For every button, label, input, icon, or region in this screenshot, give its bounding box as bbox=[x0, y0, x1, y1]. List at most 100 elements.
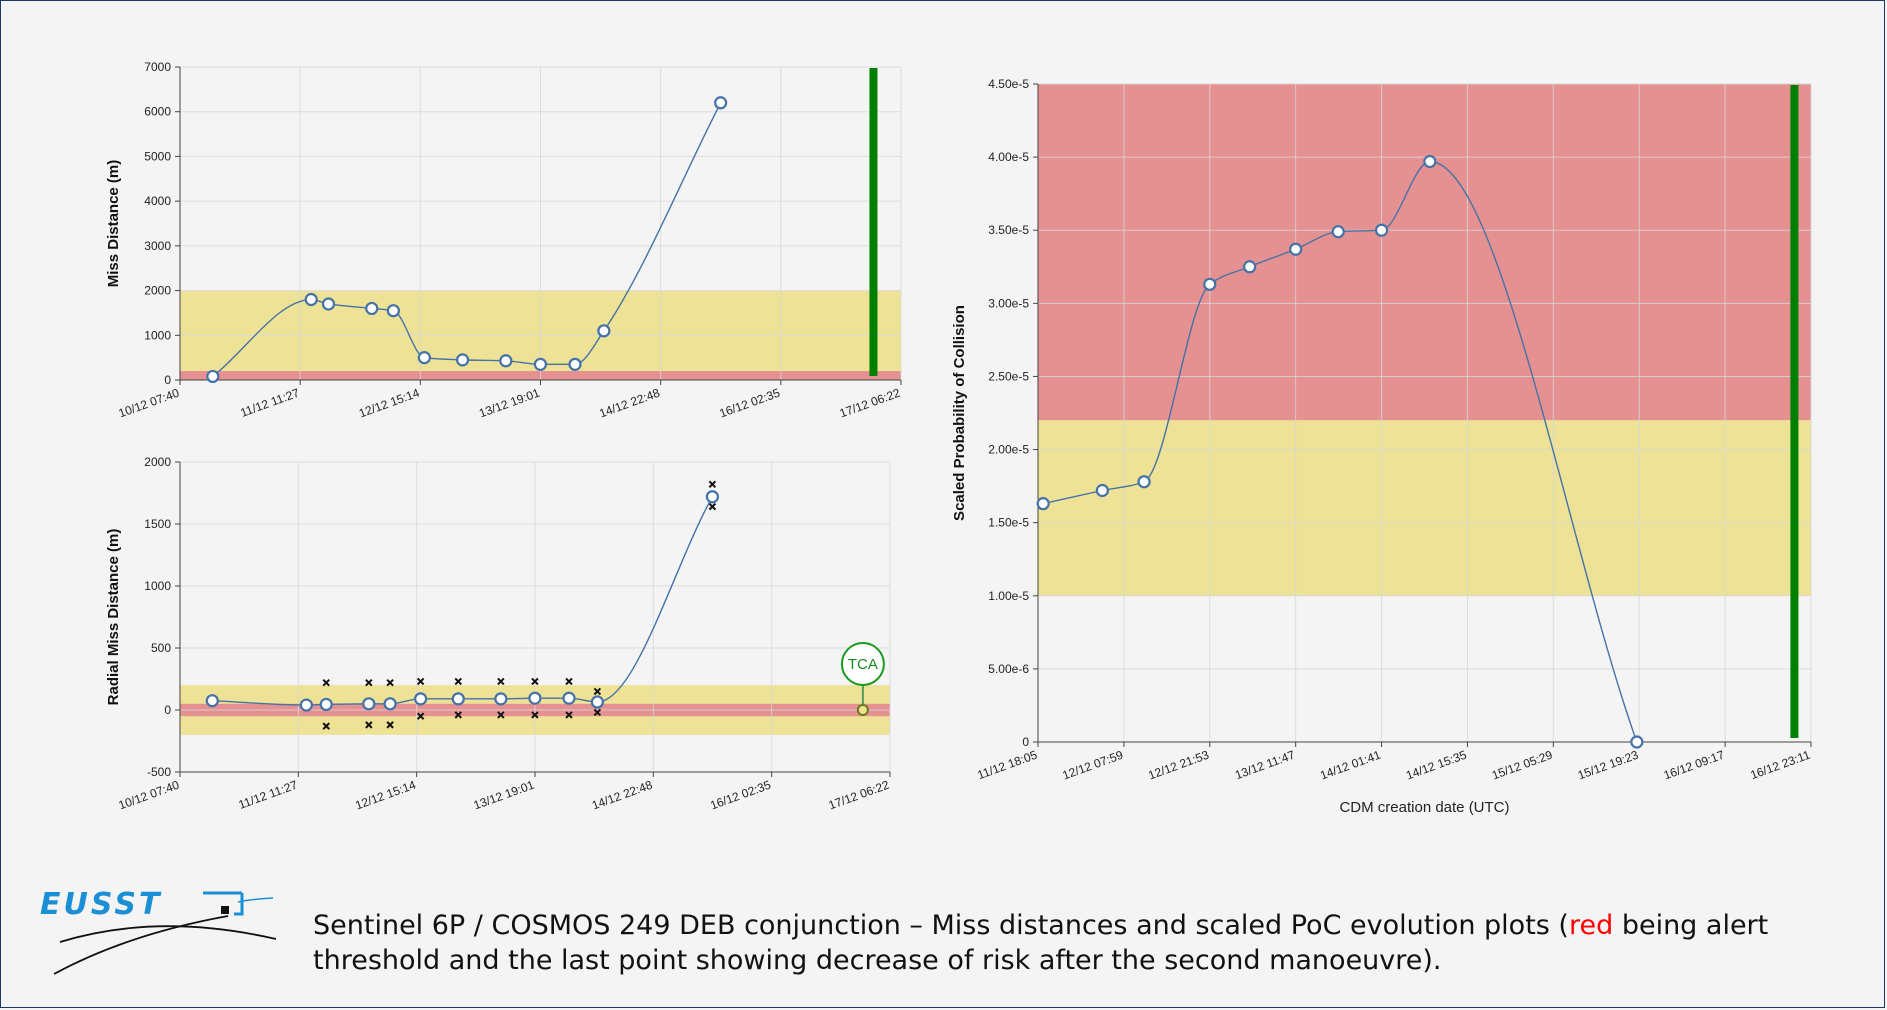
radial-error-marker-stroke bbox=[365, 679, 373, 687]
radial-error-marker bbox=[565, 677, 573, 686]
radial-error-marker-stroke bbox=[454, 677, 462, 686]
miss-data-point bbox=[206, 369, 220, 384]
miss-x-tick-label: 10/12 07:40 bbox=[117, 386, 182, 421]
poc-y-tick-label: 0 bbox=[1022, 735, 1029, 749]
miss-plot: 0 1000 2000 3000 4000 5000 6000 7000 10/12 07:40… bbox=[105, 60, 902, 421]
miss-y-tick-label: 7000 bbox=[144, 60, 171, 74]
radial-data-point bbox=[362, 697, 376, 711]
poc-x-tick-label: 16/12 23:11 bbox=[1748, 748, 1812, 783]
radial-y-axis-title: Radial Miss Distance (m) bbox=[105, 529, 122, 706]
poc-x-tick-label: 16/12 09:17 bbox=[1662, 748, 1727, 783]
radial-error-marker bbox=[322, 722, 330, 730]
miss-data-point bbox=[499, 354, 513, 368]
radial-error-marker-stroke bbox=[322, 722, 330, 730]
poc-data-point bbox=[1423, 154, 1437, 169]
poc-y-tick-label: 4.50e-5 bbox=[988, 77, 1029, 91]
radial-error-marker-stroke bbox=[365, 721, 373, 729]
radial-error-marker-stroke bbox=[497, 711, 505, 719]
radial-data-point bbox=[319, 697, 333, 712]
poc-y-tick-label: 3.50e-5 bbox=[988, 223, 1029, 237]
radial-x-tick-label: 17/12 06:22 bbox=[827, 778, 892, 813]
caption-text-2: being alert threshold and the last point… bbox=[313, 910, 1769, 976]
radial-y-tick-label: 500 bbox=[151, 641, 171, 655]
caption-text-1: Sentinel 6P / COSMOS 249 DEB conjunction… bbox=[313, 910, 1569, 941]
poc-data-point bbox=[1203, 277, 1217, 291]
poc-data-point bbox=[1374, 223, 1389, 237]
radial-error-marker bbox=[454, 677, 462, 686]
poc-y-tick-label: 4.00e-5 bbox=[988, 150, 1029, 164]
radial-data-point bbox=[414, 692, 428, 706]
radial-error-marker-stroke bbox=[593, 687, 602, 696]
miss-data-point bbox=[533, 357, 548, 371]
caption-red-word: red bbox=[1568, 910, 1614, 941]
radial-error-marker-stroke bbox=[531, 677, 539, 686]
radial-error-marker-stroke bbox=[708, 502, 717, 511]
miss-data-point bbox=[455, 353, 470, 367]
poc-y-axis-title: Scaled Probability of Collision bbox=[951, 305, 968, 521]
poc-data-point bbox=[1243, 260, 1257, 274]
radial-tca-label: TCA bbox=[848, 656, 878, 673]
radial-x-tick-label: 12/12 15:14 bbox=[353, 778, 418, 813]
radial-x-tick-label: 13/12 19:01 bbox=[472, 778, 537, 813]
poc-data-point bbox=[1137, 475, 1151, 489]
poc-threshold-band bbox=[1038, 420, 1811, 596]
miss-y-axis-title: Miss Distance (m) bbox=[105, 160, 122, 288]
poc-y-tick-label: 3.00e-5 bbox=[988, 296, 1029, 310]
radial-error-marker-stroke bbox=[322, 679, 330, 687]
radial-data-point bbox=[528, 691, 542, 705]
radial-error-marker bbox=[593, 708, 602, 717]
miss-data-point bbox=[321, 297, 336, 311]
miss-y-tick-label: 4000 bbox=[144, 194, 171, 208]
poc-x-tick-label: 11/12 18:05 bbox=[975, 748, 1039, 783]
radial-error-marker-stroke bbox=[565, 711, 573, 719]
radial-data-point bbox=[494, 692, 508, 706]
miss-y-tick-label: 0 bbox=[164, 373, 171, 387]
radial-data-point bbox=[383, 697, 397, 711]
radial-y-tick-label: -500 bbox=[147, 765, 171, 779]
poc-x-tick-label: 14/12 15:35 bbox=[1404, 748, 1469, 783]
radial-error-marker bbox=[497, 711, 505, 719]
radial-y-tick-label: 1500 bbox=[144, 517, 171, 531]
radial-x-tick-label: 10/12 07:40 bbox=[117, 778, 182, 813]
radial-error-marker bbox=[322, 679, 330, 687]
poc-data-point bbox=[1036, 497, 1050, 511]
radial-error-marker-stroke bbox=[416, 677, 425, 686]
poc-y-tick-label: 2.50e-5 bbox=[988, 369, 1029, 383]
radial-tca-bubble bbox=[840, 642, 885, 686]
radial-y-tick-label: 2000 bbox=[144, 455, 171, 469]
radial-x-tick-label: 16/12 02:35 bbox=[708, 778, 773, 813]
radial-data-point bbox=[299, 698, 313, 712]
eusst-logo-text: EUSST bbox=[40, 887, 162, 922]
poc-plot: 0 5.00e-6 1.00e-5 1.50e-5 2.00e-5 2.50e-5 3.00… bbox=[951, 77, 1812, 816]
miss-data-point bbox=[417, 351, 431, 365]
miss-y-tick-label: 2000 bbox=[144, 284, 171, 298]
miss-data-point bbox=[386, 304, 400, 318]
miss-data-point bbox=[568, 357, 582, 371]
radial-error-marker bbox=[497, 677, 505, 686]
radial-series-line bbox=[212, 496, 714, 706]
miss-data-point bbox=[597, 324, 611, 338]
poc-data-point bbox=[1331, 225, 1345, 239]
radial-y-tick-label: 0 bbox=[164, 703, 171, 717]
radial-x-tick-label: 14/12 22:48 bbox=[590, 778, 655, 813]
radial-error-marker bbox=[593, 687, 602, 696]
radial-data-point bbox=[590, 695, 604, 709]
poc-x-tick-label: 15/12 19:23 bbox=[1576, 748, 1641, 783]
radial-error-marker bbox=[565, 711, 573, 719]
miss-y-tick-label: 6000 bbox=[144, 105, 171, 119]
poc-y-tick-label: 1.50e-5 bbox=[988, 516, 1029, 530]
radial-error-marker-stroke bbox=[565, 677, 573, 686]
slide-caption: Sentinel 6P / COSMOS 249 DEB conjunction… bbox=[313, 908, 1873, 978]
radial-error-marker bbox=[531, 711, 539, 719]
poc-x-axis-title: CDM creation date (UTC) bbox=[1339, 799, 1509, 816]
miss-y-tick-label: 1000 bbox=[144, 328, 171, 342]
radial-data-point bbox=[562, 691, 576, 705]
poc-x-tick-label: 13/12 11:47 bbox=[1233, 748, 1297, 783]
miss-x-tick-label: 14/12 22:48 bbox=[597, 386, 662, 421]
miss-data-point bbox=[714, 96, 728, 110]
miss-x-tick-label: 16/12 02:35 bbox=[717, 386, 782, 421]
eusst-logo: EUSST bbox=[40, 887, 277, 975]
radial-error-marker-stroke bbox=[531, 711, 539, 719]
